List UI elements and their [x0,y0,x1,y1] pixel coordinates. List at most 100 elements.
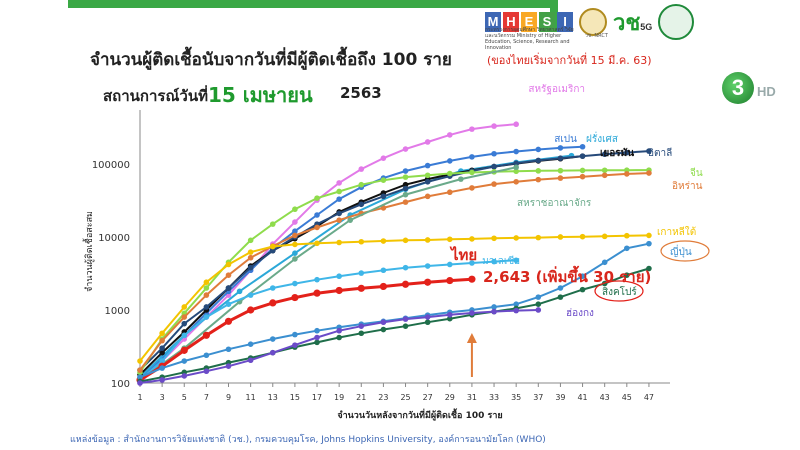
data-point [624,171,630,177]
data-point [424,263,431,269]
data-point [424,319,431,326]
series-label: ฮ่องกง [566,308,594,319]
data-point [402,316,409,322]
data-point [358,323,365,329]
data-point [380,177,387,183]
data-point [446,158,453,164]
data-point [579,167,586,174]
highlight-ring [660,240,710,262]
data-point [601,259,608,266]
data-point [347,217,354,223]
y-tick-label: 100000 [92,160,130,171]
data-point [336,334,342,341]
title-note: (ของไทยเริ่มจากวันที่ 15 มี.ค. 63) [487,54,652,67]
series-label: สหรัฐอเมริกา [528,84,585,95]
x-tick-label: 13 [268,393,278,402]
data-point [601,172,608,179]
data-point [314,240,320,247]
data-point [203,314,210,320]
series-line [139,172,649,371]
data-point [314,339,320,346]
data-point [225,301,232,308]
series-label: สิงคโปร์ [602,285,637,298]
data-point [358,201,365,208]
data-point [137,367,143,373]
x-tick-label: 17 [312,393,322,402]
data-point [291,293,299,302]
data-point [469,169,475,176]
data-point [557,294,564,300]
data-point [491,163,497,170]
data-point [357,284,365,292]
data-point [380,238,387,244]
data-point [269,349,276,356]
data-point [225,272,232,278]
data-point [202,331,210,339]
data-point [358,181,365,188]
data-point [292,232,298,239]
data-point [446,132,453,138]
mhesi-logo: M H E S I [485,12,573,32]
series-label: ไทย [449,245,477,264]
data-point [402,199,409,205]
data-point [491,123,497,129]
data-point [203,285,210,291]
data-point [380,155,387,161]
data-point [535,176,542,183]
data-point [601,233,608,240]
data-point [336,180,342,186]
data-point [203,292,210,298]
hd-badge: HD [757,84,776,99]
data-point [557,285,564,291]
x-tick-label: 21 [356,393,366,402]
data-point [646,265,652,272]
data-point [424,278,432,286]
data-point [269,299,277,307]
data-point [601,151,608,158]
data-point [336,210,342,217]
series-label: ญี่ปุ่น [670,244,692,258]
x-tick-label: 9 [226,393,231,402]
data-point [557,234,564,240]
data-point [336,196,342,202]
series-line [139,166,517,381]
nrct-seal-logo [579,8,607,36]
data-point [513,164,519,171]
data-point [513,121,519,128]
data-point [402,185,409,192]
data-point [535,146,542,153]
data-point [380,193,387,200]
x-tick-label: 5 [182,393,187,402]
y-tick-label: 100 [111,379,130,390]
y-axis-label: จำนวนผู้ติดเชื้อสะสม [82,211,95,292]
data-point [181,314,188,320]
x-tick-label: 39 [555,393,565,402]
mhesi-letter: H [503,12,519,32]
data-point [491,258,497,265]
data-point [137,380,143,386]
data-point [159,345,165,351]
data-point [292,342,298,348]
data-point [535,157,542,164]
data-point [624,245,630,252]
data-point [424,172,431,179]
data-point [402,168,409,174]
data-point [579,233,586,240]
data-point [203,368,210,375]
data-point [358,270,365,276]
x-tick-label: 25 [400,393,410,402]
data-point [159,377,165,383]
data-point [159,365,165,371]
data-point [557,155,564,161]
x-tick-label: 1 [137,393,142,402]
v5g-mark: วช [613,9,641,35]
data-point [314,334,320,341]
data-point [469,185,475,191]
data-point [579,273,586,280]
accent-bar [68,0,550,8]
mhesi-letter: E [521,12,537,32]
data-point [424,193,431,200]
data-point [224,317,233,325]
data-point [469,154,475,160]
